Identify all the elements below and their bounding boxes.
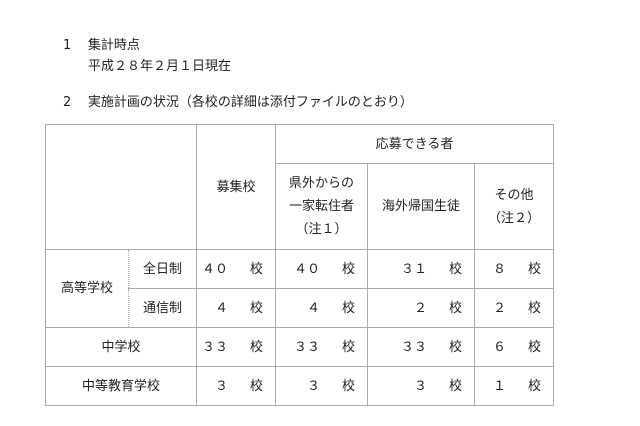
text: ４０ xyxy=(293,261,320,277)
text: ２ xyxy=(413,300,427,316)
text: 校 xyxy=(249,261,263,277)
text: ３３ xyxy=(201,339,228,355)
text: 校 xyxy=(249,378,263,394)
text: 1 xyxy=(63,38,72,53)
text: 校 xyxy=(249,300,263,316)
text: ３ xyxy=(306,378,320,394)
text: ４ xyxy=(306,300,320,316)
text: 一家転住者 xyxy=(288,199,354,214)
text: 集計時点 xyxy=(87,38,140,53)
text: 実施計画の状況（各校の詳細は添付ファイルのとおり） xyxy=(87,95,413,110)
row-label: 全日制 xyxy=(128,249,197,289)
section-1-heading: 1 集計時点 xyxy=(63,34,140,53)
text: 校 xyxy=(448,300,462,316)
corner-cell xyxy=(45,124,197,250)
text: 県外からの xyxy=(288,176,354,191)
cell: ３３ 校 xyxy=(196,327,276,367)
text: 校 xyxy=(249,339,263,355)
row-label: 中等教育学校 xyxy=(45,366,197,406)
cell: ３３ 校 xyxy=(275,327,368,367)
text: ４ xyxy=(214,300,228,316)
text: ３ xyxy=(214,378,228,394)
row-group-high-school: 高等学校 xyxy=(45,249,129,328)
text: 校 xyxy=(527,378,541,394)
header-other: その他 （注２） xyxy=(474,163,554,250)
cell: ４０ 校 xyxy=(275,249,368,289)
text: ３３ xyxy=(293,339,320,355)
implementation-status-table: 募集校 応募できる者 県外からの一家転住者 （注１） 海外帰国生徒 その他 （注２）… xyxy=(45,124,554,406)
text: 校 xyxy=(341,261,355,277)
text: 校 xyxy=(527,339,541,355)
text: ３ xyxy=(413,378,427,394)
text: 校 xyxy=(527,300,541,316)
text: ２ xyxy=(492,300,506,316)
cell: ４０ 校 xyxy=(196,249,276,289)
text: （注２） xyxy=(487,210,540,226)
text: ８ xyxy=(492,261,506,277)
text: 校 xyxy=(341,300,355,316)
text: 校 xyxy=(527,261,541,277)
header-recruiting: 募集校 xyxy=(196,124,276,250)
text: １ xyxy=(492,378,506,394)
text: 校 xyxy=(341,378,355,394)
section-1-date: 平成２８年２月１日現在 xyxy=(88,59,232,74)
row-label: 中学校 xyxy=(45,327,197,367)
header-applicants: 応募できる者 xyxy=(275,124,554,164)
row-label: 通信制 xyxy=(128,288,197,328)
text: （注１） xyxy=(295,222,348,237)
text: ４０ xyxy=(201,261,228,277)
cell: ３１ 校 xyxy=(367,249,475,289)
text: 校 xyxy=(448,339,462,355)
text: 校 xyxy=(448,378,462,394)
text: その他 xyxy=(494,187,534,203)
header-relocated: 県外からの一家転住者 （注１） xyxy=(275,163,368,250)
text: ６ xyxy=(492,339,506,355)
header-returnees: 海外帰国生徒 xyxy=(367,163,475,250)
text: ３３ xyxy=(400,339,427,355)
text: 校 xyxy=(341,339,355,355)
section-2-heading: 2 実施計画の状況（各校の詳細は添付ファイルのとおり） xyxy=(63,91,413,110)
text: ３１ xyxy=(400,261,427,277)
cell: ３３ 校 xyxy=(367,327,475,367)
text: 校 xyxy=(448,261,462,277)
text: 2 xyxy=(63,95,72,110)
